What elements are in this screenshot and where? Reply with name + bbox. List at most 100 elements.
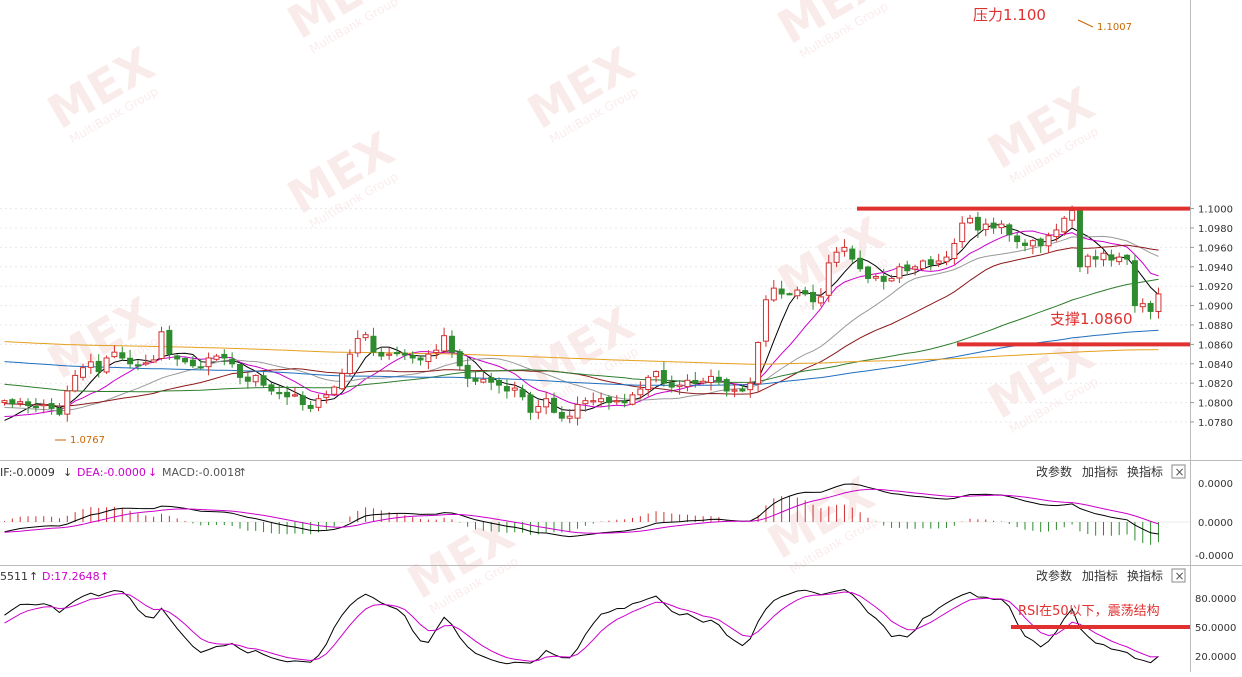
candlestick	[967, 214, 974, 224]
candlestick	[111, 345, 118, 359]
candlestick	[566, 409, 573, 424]
candlestick	[456, 349, 463, 371]
candlestick	[511, 381, 518, 398]
candlestick	[943, 250, 950, 266]
candlestick	[182, 356, 189, 365]
candlestick	[888, 274, 895, 282]
candlestick	[935, 253, 942, 268]
candlestick	[582, 397, 589, 412]
kdj-header: 5511 ↑ D:17.2648 ↑	[0, 570, 109, 583]
candlestick	[1155, 287, 1162, 319]
candlestick	[103, 355, 110, 374]
kdj-tick-80: 80.0000	[1195, 594, 1236, 605]
candlestick	[802, 286, 809, 297]
kdj-k-line	[4, 588, 1159, 665]
candlestick	[857, 250, 864, 272]
candlestick	[700, 377, 707, 385]
macd-value-label: MACD:-0.0018	[162, 466, 241, 479]
candlestick	[1092, 249, 1099, 268]
kdj-close-button[interactable]: ×	[1171, 568, 1186, 583]
candlestick	[1076, 206, 1083, 273]
candlestick	[307, 401, 314, 413]
kdj-axis-ticks: 80.0000 50.0000 20.0000	[1195, 594, 1236, 663]
macd-dif-arrow: ↓	[63, 466, 72, 479]
candlestick	[127, 349, 134, 369]
candlestick	[668, 375, 675, 393]
candlestick	[519, 384, 526, 401]
candlestick	[841, 239, 848, 257]
kdj-swap-indicator-button[interactable]: 换指标	[1127, 568, 1163, 583]
candlestick	[268, 382, 275, 395]
candlestick	[213, 353, 220, 361]
candlestick	[629, 391, 636, 406]
candlestick	[755, 341, 762, 393]
candlestick	[56, 403, 63, 417]
candlestick	[174, 354, 181, 367]
candlestick	[354, 330, 361, 358]
price-tick-label: 1.0960	[1198, 243, 1233, 254]
candlestick	[574, 396, 581, 426]
candlestick	[221, 349, 228, 366]
candlestick	[339, 368, 346, 391]
macd-close-button[interactable]: ×	[1171, 464, 1186, 479]
candlestick	[1100, 250, 1107, 267]
candlestick	[535, 399, 542, 420]
price-tick-label: 1.0920	[1198, 282, 1233, 293]
candlestick	[331, 385, 338, 396]
kdj-tick-50: 50.0000	[1195, 623, 1236, 634]
candlestick	[119, 346, 126, 361]
candlestick	[676, 380, 683, 395]
candlestick	[134, 360, 141, 371]
candlestick	[998, 220, 1005, 235]
candlestick	[32, 398, 39, 413]
candlestick	[543, 391, 550, 415]
candlestick	[747, 377, 754, 398]
close-icon: ×	[1175, 569, 1185, 583]
candlestick	[244, 371, 251, 389]
candlestick	[990, 217, 997, 234]
kdj-d-label: D:17.2648	[42, 570, 100, 583]
candlestick	[503, 379, 510, 399]
moving-average-line	[4, 224, 1159, 421]
kdj-add-indicator-button[interactable]: 加指标	[1082, 568, 1118, 583]
candlestick	[896, 263, 903, 283]
candlestick	[1022, 239, 1028, 252]
candlestick	[645, 374, 652, 397]
candlestick	[378, 346, 385, 361]
candlestick	[197, 359, 204, 370]
macd-add-indicator-button[interactable]: 加指标	[1082, 464, 1118, 479]
price-tick-label: 1.0860	[1198, 340, 1233, 351]
candlestick	[370, 327, 377, 356]
candlestick	[362, 331, 369, 341]
candlestick	[95, 354, 102, 378]
candlestick	[904, 260, 911, 276]
candlestick	[237, 363, 243, 385]
candlestick	[708, 369, 714, 391]
candlestick	[496, 377, 503, 394]
candlestick	[87, 353, 94, 375]
candlestick	[48, 398, 55, 415]
candlestick	[660, 361, 667, 387]
candlesticks	[1, 205, 1162, 426]
candlestick	[715, 370, 722, 386]
kdj-change-params-button[interactable]: 改参数	[1036, 568, 1072, 583]
candlestick	[417, 356, 424, 366]
kdj-d-line	[4, 591, 1159, 662]
candlestick	[40, 399, 47, 414]
macd-swap-indicator-button[interactable]: 换指标	[1127, 464, 1163, 479]
candlestick	[919, 259, 926, 271]
macd-dea-line	[4, 488, 1159, 534]
price-tick-label: 1.0780	[1198, 418, 1233, 429]
macd-change-params-button[interactable]: 改参数	[1036, 464, 1072, 479]
candlestick	[1053, 223, 1060, 242]
candlestick	[166, 325, 173, 360]
price-tick-label: 1.0880	[1198, 321, 1233, 332]
moving-average-line	[4, 235, 1159, 412]
candlestick	[205, 352, 212, 376]
candlestick	[158, 326, 165, 361]
candlestick	[252, 374, 259, 387]
candlestick	[598, 392, 605, 407]
